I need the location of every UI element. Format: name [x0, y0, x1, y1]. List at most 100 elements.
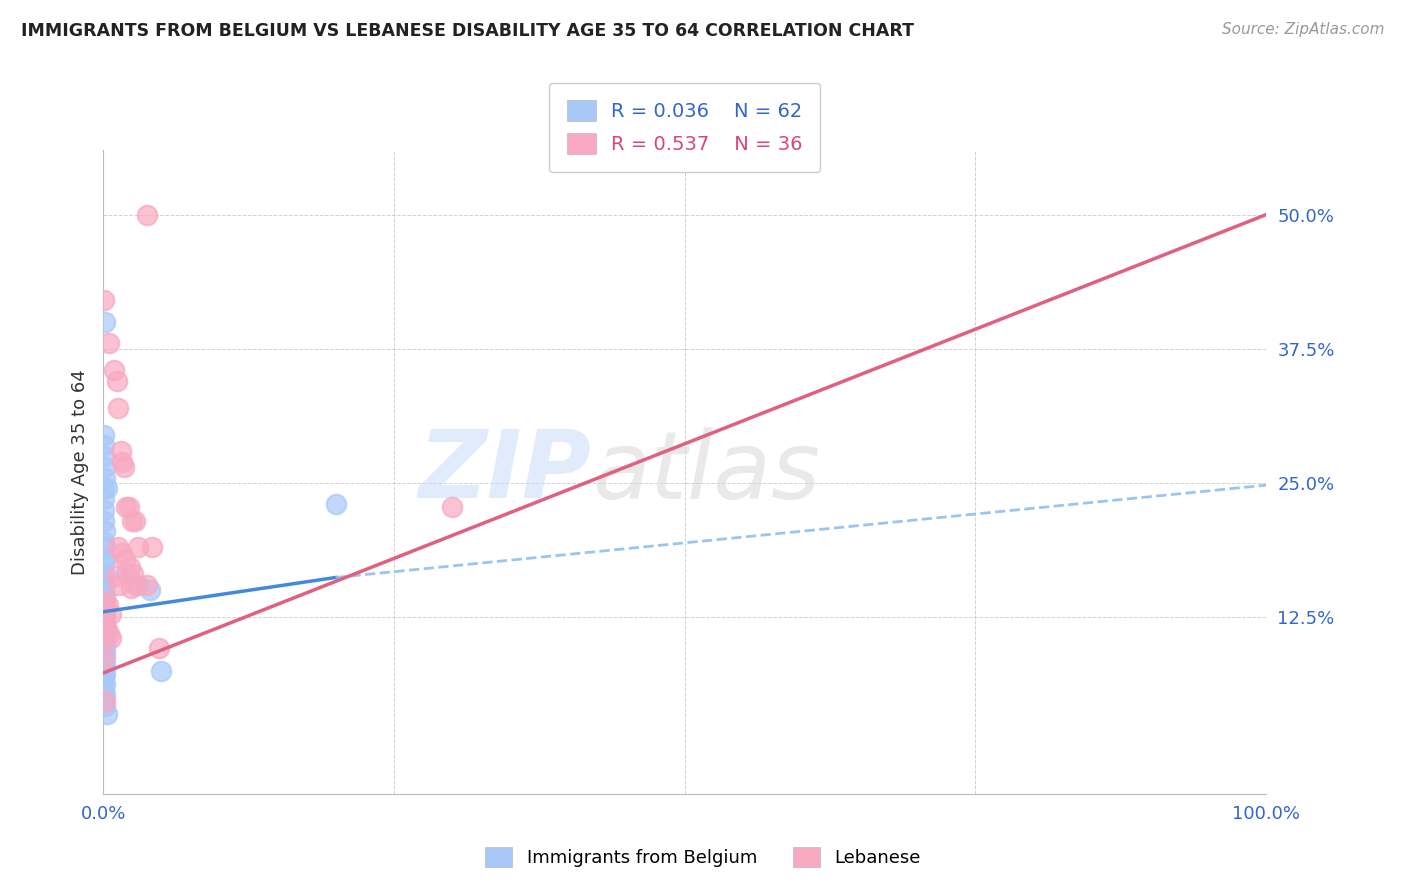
Point	[100, 631, 122, 645]
Legend: Immigrants from Belgium, Lebanese: Immigrants from Belgium, Lebanese	[478, 839, 928, 874]
Point	[103, 363, 125, 377]
Point	[115, 567, 138, 582]
Point	[94, 551, 117, 566]
Point	[93, 614, 115, 628]
Point	[93, 601, 115, 615]
Point	[93, 557, 115, 571]
Point	[93, 573, 115, 587]
Point	[124, 514, 146, 528]
Point	[94, 699, 117, 714]
Point	[94, 524, 117, 539]
Point	[93, 663, 115, 677]
Point	[94, 617, 117, 632]
Text: Source: ZipAtlas.com: Source: ZipAtlas.com	[1222, 22, 1385, 37]
Point	[93, 535, 115, 549]
Point	[136, 208, 159, 222]
Point	[93, 682, 115, 697]
Point	[93, 596, 115, 610]
Y-axis label: Disability Age 35 to 64: Disability Age 35 to 64	[72, 369, 89, 575]
Point	[94, 589, 117, 603]
Point	[96, 706, 118, 721]
Point	[93, 623, 115, 637]
Point	[94, 652, 117, 666]
Point	[93, 481, 115, 495]
Point	[118, 559, 141, 574]
Point	[93, 567, 115, 582]
Point	[93, 514, 115, 528]
Point	[93, 427, 115, 442]
Point	[118, 500, 141, 514]
Point	[93, 642, 115, 657]
Point	[93, 620, 115, 634]
Point	[93, 449, 115, 463]
Point	[93, 651, 115, 665]
Point	[111, 546, 134, 560]
Point	[93, 492, 115, 507]
Point	[96, 623, 118, 637]
Point	[93, 585, 115, 599]
Point	[125, 578, 148, 592]
Point	[97, 336, 120, 351]
Point	[93, 607, 115, 621]
Point	[93, 541, 115, 555]
Point	[100, 607, 122, 621]
Point	[108, 578, 131, 592]
Point	[115, 500, 138, 514]
Point	[94, 594, 117, 608]
Point	[94, 694, 117, 708]
Point	[94, 677, 117, 691]
Point	[93, 615, 115, 630]
Point	[94, 667, 117, 681]
Point	[122, 567, 145, 582]
Point	[93, 591, 115, 605]
Point	[97, 599, 120, 613]
Point	[93, 672, 115, 686]
Point	[107, 401, 129, 415]
Point	[121, 514, 143, 528]
Point	[93, 293, 115, 308]
Point	[93, 594, 115, 608]
Point	[93, 655, 115, 669]
Point	[94, 315, 117, 329]
Point	[93, 605, 115, 619]
Legend: R = 0.036    N = 62, R = 0.537    N = 36: R = 0.036 N = 62, R = 0.537 N = 36	[550, 83, 820, 171]
Point	[96, 481, 118, 495]
Point	[94, 609, 117, 624]
Point	[93, 637, 115, 651]
Point	[136, 578, 159, 592]
Point	[94, 459, 117, 474]
Point	[150, 664, 173, 678]
Point	[105, 374, 128, 388]
Point	[148, 641, 170, 656]
Point	[93, 648, 115, 663]
Text: atlas: atlas	[592, 426, 820, 517]
Point	[138, 583, 160, 598]
Point	[94, 646, 117, 660]
Point	[93, 630, 115, 644]
Point	[111, 454, 134, 468]
Point	[94, 599, 117, 614]
Point	[93, 438, 115, 452]
Point	[93, 609, 115, 624]
Point	[107, 541, 129, 555]
Point	[93, 635, 115, 649]
Point	[94, 611, 117, 625]
Point	[114, 553, 136, 567]
Text: ZIP: ZIP	[419, 426, 592, 518]
Point	[93, 632, 115, 646]
Text: IMMIGRANTS FROM BELGIUM VS LEBANESE DISABILITY AGE 35 TO 64 CORRELATION CHART: IMMIGRANTS FROM BELGIUM VS LEBANESE DISA…	[21, 22, 914, 40]
Point	[94, 578, 117, 592]
Point	[94, 639, 117, 653]
Point	[94, 688, 117, 702]
Point	[120, 581, 142, 595]
Point	[93, 503, 115, 517]
Point	[93, 583, 115, 598]
Point	[127, 541, 149, 555]
Point	[127, 578, 149, 592]
Point	[94, 626, 117, 640]
Point	[104, 569, 127, 583]
Point	[141, 541, 163, 555]
Point	[94, 658, 117, 673]
Point	[93, 693, 115, 707]
Point	[97, 627, 120, 641]
